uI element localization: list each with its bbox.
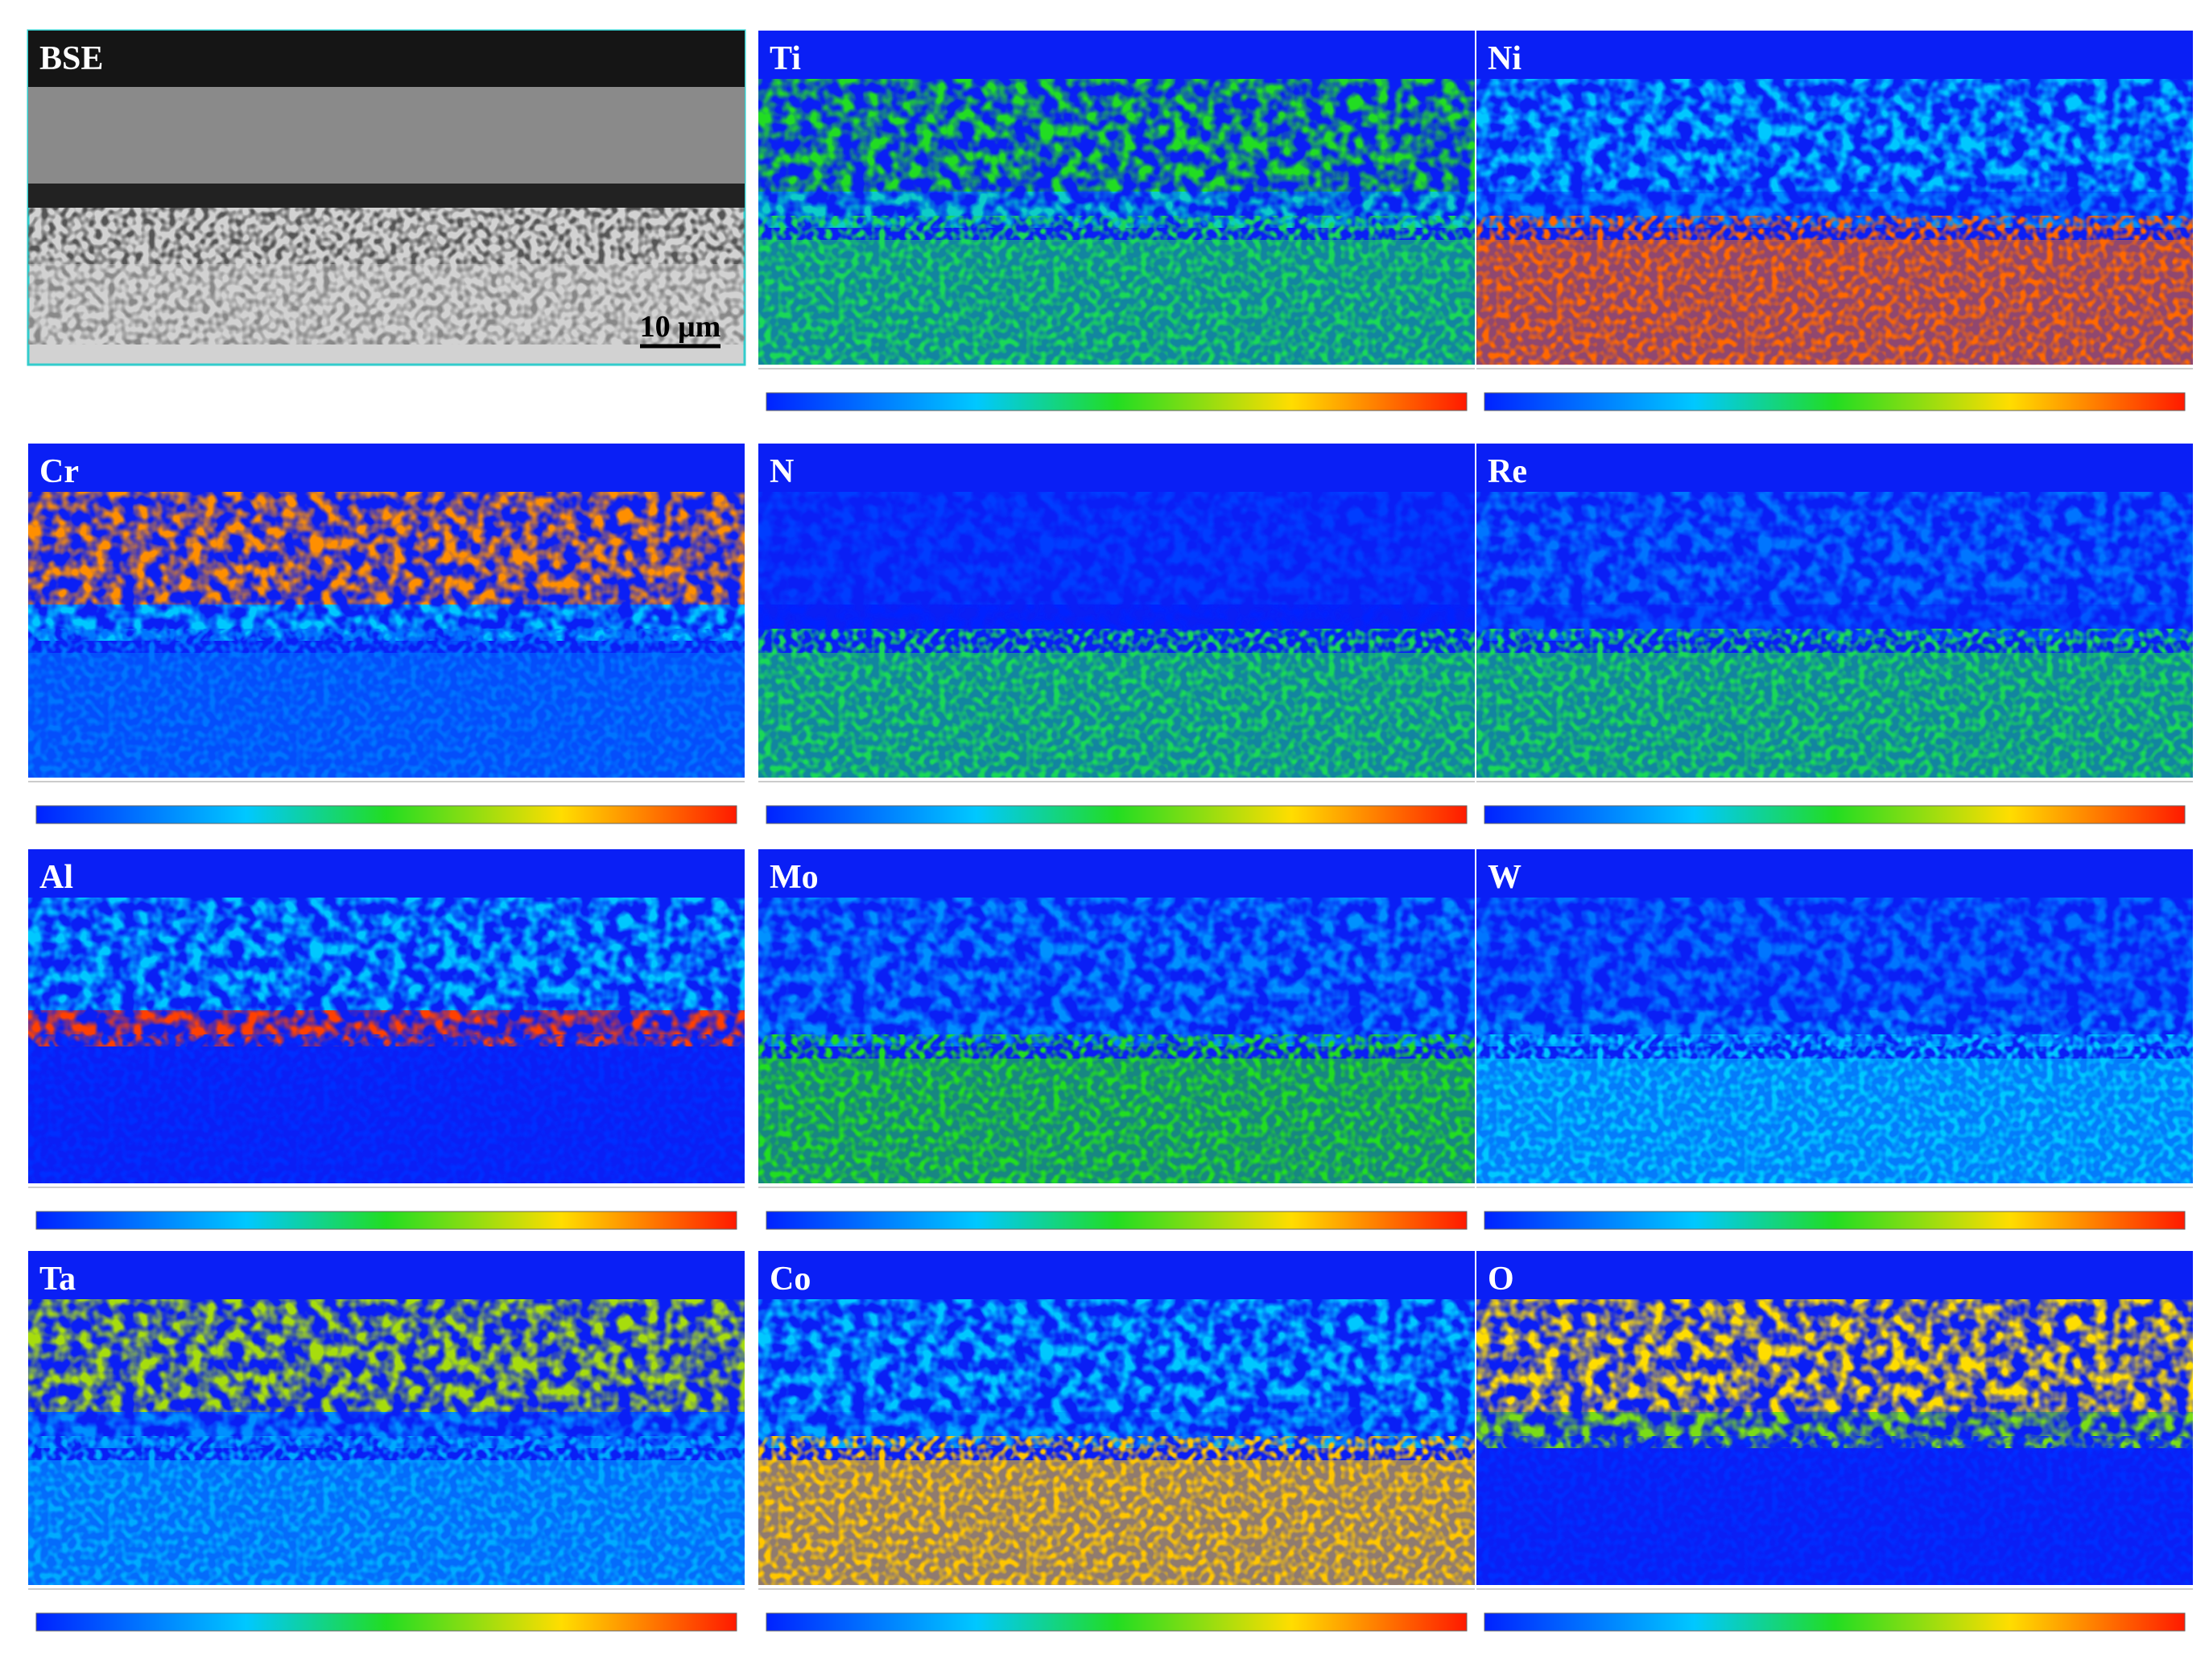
panel-label: N	[770, 453, 794, 490]
top-layer	[758, 79, 1475, 192]
substrate-fill	[758, 240, 1475, 365]
bse-phase	[28, 264, 745, 345]
substrate-fill	[758, 1059, 1475, 1183]
panel-label: Ti	[770, 40, 801, 77]
colorbar	[35, 1612, 737, 1632]
panel-label: W	[1488, 859, 1522, 896]
map-panel: Ni	[1476, 31, 2193, 411]
panel-label: O	[1488, 1261, 1514, 1298]
map-panel: Ti	[758, 31, 1475, 411]
scale-bar-label: 10 μm	[640, 310, 721, 344]
map-panel: 10 μm BSE	[27, 29, 746, 366]
panel-label: Ta	[39, 1261, 76, 1298]
colorbar	[766, 392, 1468, 411]
map-panel: Mo	[758, 849, 1475, 1230]
map-panel: O	[1476, 1251, 2193, 1632]
panel-label: Mo	[770, 859, 819, 896]
top-layer	[758, 1299, 1475, 1412]
colorbar	[766, 805, 1468, 824]
map-panel: Re	[1476, 444, 2193, 824]
panel-label: Re	[1488, 453, 1527, 490]
substrate-fill	[1476, 240, 2193, 365]
top-layer	[758, 492, 1475, 605]
top-layer	[758, 898, 1475, 1010]
colorbar	[1484, 1612, 2186, 1632]
map-panel: Cr	[28, 444, 745, 824]
bse-pits	[28, 208, 745, 264]
top-layer	[28, 898, 745, 1010]
map-panel: W	[1476, 849, 2193, 1230]
bse-dark	[28, 31, 745, 87]
colorbar	[766, 1211, 1468, 1230]
panel-label: Al	[39, 859, 73, 896]
colorbar	[1484, 392, 2186, 411]
panel-label: Ni	[1488, 40, 1522, 77]
substrate-fill	[758, 1460, 1475, 1585]
map-panel: N	[758, 444, 1475, 824]
substrate-fill	[28, 653, 745, 778]
top-layer	[1476, 79, 2193, 192]
top-layer	[1476, 1299, 2193, 1412]
top-layer	[1476, 898, 2193, 1010]
panel-label: BSE	[39, 40, 103, 77]
map-panel: Al	[28, 849, 745, 1230]
substrate-fill	[1476, 653, 2193, 778]
top-layer	[28, 492, 745, 605]
colorbar	[766, 1612, 1468, 1632]
panel-label: Co	[770, 1261, 811, 1298]
substrate-fill	[1476, 1059, 2193, 1183]
substrate-fill	[758, 653, 1475, 778]
substrate-layer	[1476, 1436, 2193, 1585]
colorbar	[35, 805, 737, 824]
panel-label: Cr	[39, 453, 79, 490]
top-layer	[28, 1299, 745, 1412]
substrate-fill	[28, 1460, 745, 1585]
map-panel: Ta	[28, 1251, 745, 1632]
top-layer	[1476, 492, 2193, 605]
map-panel: Co	[758, 1251, 1475, 1632]
colorbar	[1484, 805, 2186, 824]
colorbar	[35, 1211, 737, 1230]
substrate-layer	[28, 1034, 745, 1183]
colorbar	[1484, 1211, 2186, 1230]
bse-band	[28, 184, 745, 208]
